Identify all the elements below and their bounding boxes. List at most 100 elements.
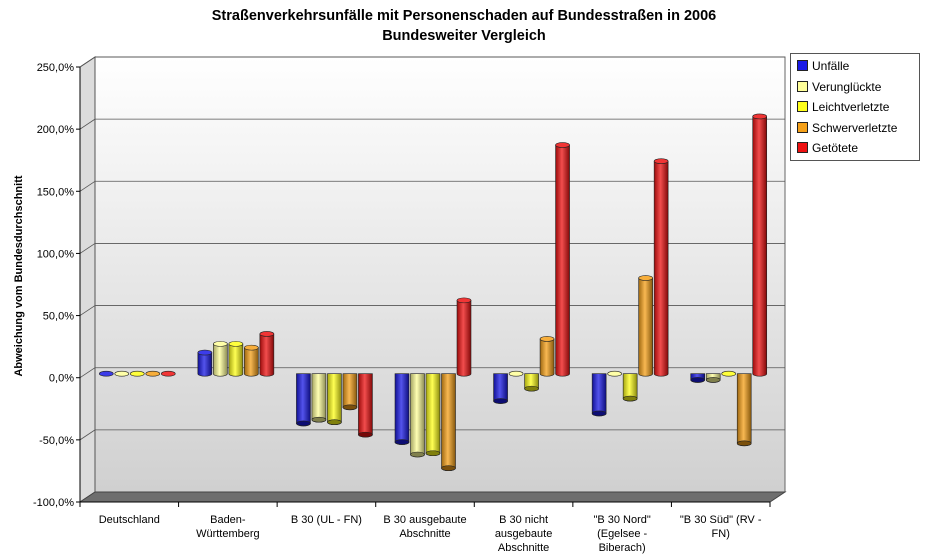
bar-body: [410, 373, 425, 458]
bar-body: [358, 373, 373, 438]
bar-cap: [425, 450, 441, 457]
legend-item: Verunglückte: [797, 78, 881, 96]
bar-Leichtverletzte: [228, 341, 244, 377]
gridline: [79, 180, 96, 192]
bar-cap: [114, 370, 130, 377]
bar-cap: [638, 275, 653, 281]
bar-cap: [456, 297, 472, 304]
bar-cap: [555, 142, 570, 148]
x-category-label: "B 30 Süd" (RV -FN): [680, 514, 762, 540]
bar-cap: [441, 465, 456, 471]
x-category-label: B 30 nicht ausgebaute Abschnitte: [495, 514, 553, 554]
bar-Leichtverletzte: [425, 373, 441, 457]
bar-Verunglückte: [311, 373, 327, 423]
bar-body: [638, 277, 653, 377]
bar-cap: [705, 377, 721, 383]
bar-body: [441, 373, 456, 471]
bar-cap: [736, 440, 752, 447]
legend-swatch: [797, 101, 808, 112]
y-tick-label: 0,0%: [49, 373, 74, 385]
bar-cap: [752, 113, 768, 120]
bar-cap: [342, 404, 358, 411]
bar-body: [259, 333, 275, 377]
gridline: [79, 56, 96, 68]
bar-Leichtverletzte: [327, 373, 342, 425]
legend-label: Getötete: [812, 141, 859, 155]
bar-Schwerverletzte: [736, 373, 752, 447]
bar-Leichtverletzte: [524, 373, 539, 392]
bar-cap: [311, 416, 327, 423]
bar-cap: [607, 370, 622, 377]
legend-label: Unfälle: [812, 59, 850, 73]
bar-Getötete: [259, 331, 275, 377]
bar-Unfälle: [493, 373, 508, 404]
legend-label: Schwerverletzte: [812, 120, 898, 135]
gridline: [79, 243, 96, 254]
bar-cap: [129, 370, 145, 377]
bar-body: [197, 352, 213, 377]
bar-cap: [213, 341, 228, 347]
x-category-label: Deutschland: [99, 514, 160, 526]
bar-body: [752, 116, 768, 377]
legend-swatch: [797, 142, 808, 153]
legend-swatch: [797, 60, 808, 71]
bar-cap: [653, 158, 669, 164]
bar-cap: [721, 370, 737, 377]
bar-body: [213, 343, 228, 377]
y-tick-label: 250,0%: [37, 62, 75, 74]
bar-Verunglückte: [213, 341, 228, 377]
legend-item: Getötete: [797, 139, 858, 157]
chart-legend: Unfälle Verunglückte Leichtverletzte Schwer…: [790, 53, 920, 161]
bar-Unfälle: [690, 373, 706, 383]
y-tick-label: -100,0%: [33, 497, 74, 509]
bar-cap: [259, 331, 275, 337]
bar-cap: [358, 431, 373, 438]
legend-label: Verunglückte: [812, 79, 882, 94]
bar-body: [555, 144, 570, 377]
bar-cap: [690, 377, 706, 383]
bar-body: [736, 373, 752, 447]
bar-Leichtverletzte: [721, 370, 737, 377]
gridline: [79, 429, 96, 441]
y-tick-label: 200,0%: [37, 124, 75, 136]
bar-cap: [145, 370, 161, 377]
bar-Verunglückte: [607, 370, 622, 377]
legend-swatch: [797, 80, 808, 92]
bar-cap: [622, 395, 638, 402]
bar-cap: [508, 370, 524, 377]
bar-Unfälle: [296, 373, 311, 427]
bar-body: [244, 347, 259, 377]
x-category-label: B 30 (UL - FN): [291, 514, 362, 526]
bar-body: [296, 373, 311, 427]
bar-body: [653, 160, 669, 377]
x-category-label: "B 30 Nord" (Egelsee -Biberach): [593, 514, 650, 554]
y-tick-label: 100,0%: [37, 248, 75, 260]
bar-cap: [160, 370, 176, 377]
bar-body: [311, 373, 327, 423]
bar-body: [228, 343, 244, 377]
bar-Unfälle: [98, 370, 114, 377]
legend-item: Schwerverletzte: [797, 119, 897, 137]
bar-body: [425, 373, 441, 457]
chart-title: Straßenverkehrsunfälle mit Personenschad…: [211, 8, 717, 24]
x-category-label: B 30 ausgebaute Abschnitte: [383, 514, 466, 540]
bar-Verunglückte: [508, 370, 524, 377]
bar-cap: [524, 385, 539, 392]
bar-cap: [197, 349, 213, 356]
bar-Getötete: [555, 142, 570, 377]
legend-item: Leichtverletzte: [797, 98, 889, 116]
y-tick-label: 150,0%: [37, 186, 75, 198]
bar-body: [327, 373, 342, 425]
chart-floor: [78, 491, 787, 503]
bar-cap: [539, 336, 555, 342]
bar-Schwerverletzte: [145, 370, 161, 377]
bar-cap: [394, 439, 410, 445]
gridline: [79, 118, 96, 130]
bar-cap: [244, 344, 259, 351]
legend-item: Unfälle: [797, 57, 849, 75]
bar-Schwerverletzte: [441, 373, 456, 471]
x-category-label: Baden-Württemberg: [196, 514, 260, 540]
legend-label: Leichtverletzte: [812, 100, 890, 114]
bar-Verunglückte: [705, 373, 721, 383]
